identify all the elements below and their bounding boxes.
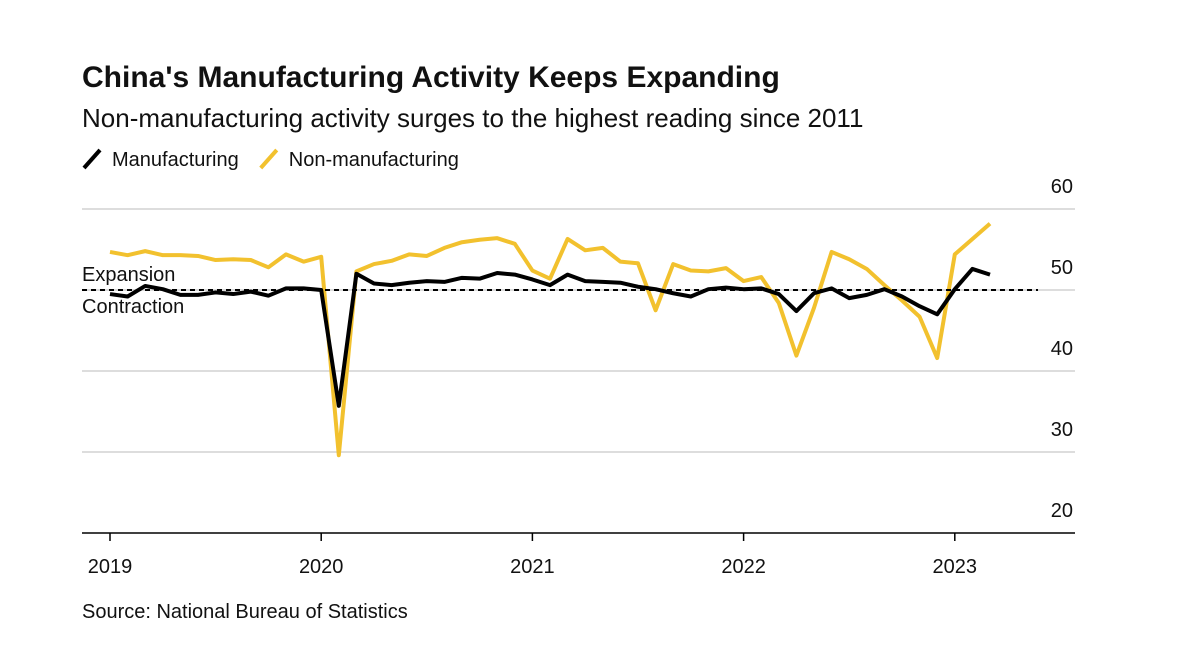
y-tick-label: 30: [1051, 419, 1073, 441]
line-series: [109, 222, 992, 458]
y-tick-label: 20: [1051, 500, 1073, 522]
legend-label: Manufacturing: [112, 149, 239, 171]
y-tick-label: 60: [1051, 176, 1073, 198]
reference-label: Contraction: [82, 296, 184, 318]
legend-swatch: [259, 148, 279, 170]
y-tick-label: 40: [1051, 338, 1073, 360]
legend-swatch: [82, 148, 102, 170]
x-tick-label: 2020: [299, 556, 344, 578]
x-tick-label: 2021: [510, 556, 555, 578]
line-series: [109, 266, 991, 408]
y-tick-label: 50: [1051, 257, 1073, 279]
legend-label: Non-manufacturing: [289, 149, 459, 171]
x-tick-label: 2022: [721, 556, 766, 578]
chart-subtitle: Non-manufacturing activity surges to the…: [82, 103, 863, 133]
reference-label: Expansion: [82, 264, 175, 286]
x-tick-label: 2019: [88, 556, 133, 578]
chart-title: China's Manufacturing Activity Keeps Exp…: [82, 61, 780, 94]
source: Source: National Bureau of Statistics: [82, 601, 408, 623]
x-tick-label: 2023: [933, 556, 978, 578]
